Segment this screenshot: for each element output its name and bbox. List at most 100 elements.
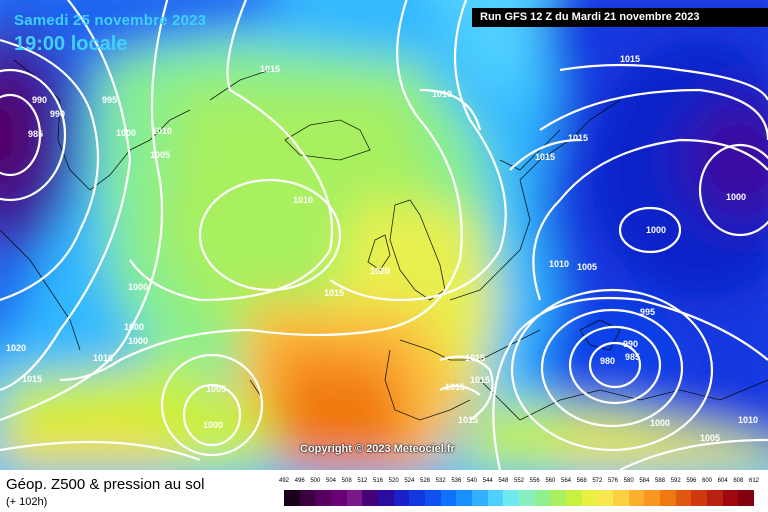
- isobar-label: 1005: [150, 150, 170, 160]
- isobar-label: 1010: [549, 259, 569, 269]
- legend-swatch: [707, 490, 723, 506]
- legend-swatch: [691, 490, 708, 506]
- legend-tick: 504: [325, 478, 337, 484]
- isobar-label: 990: [623, 339, 638, 349]
- legend-tick: 612: [748, 478, 760, 484]
- legend-tick: 572: [592, 478, 603, 484]
- isobar-label: 1015: [470, 375, 490, 385]
- legend-swatch: [597, 490, 614, 506]
- isobar-label: 985: [28, 129, 43, 139]
- legend-swatch: [472, 490, 488, 506]
- legend-swatch: [722, 490, 739, 506]
- legend-swatch: [566, 490, 582, 506]
- legend-tick: 560: [545, 478, 556, 484]
- isobar-label: 1000: [203, 420, 223, 430]
- isobars: [0, 0, 768, 470]
- legend-swatch: [393, 490, 410, 506]
- legend-swatch: [440, 490, 457, 506]
- legend-swatch: [299, 490, 316, 506]
- legend-tick: 588: [654, 478, 666, 484]
- legend-swatch: [284, 490, 300, 506]
- isobar-label: 995: [102, 95, 117, 105]
- legend-swatch: [613, 490, 629, 506]
- legend-swatch: [409, 490, 426, 506]
- isobar-label: 1015: [620, 54, 640, 64]
- isobar-label: 1015: [568, 133, 588, 143]
- isobar-label: 1000: [116, 128, 136, 138]
- legend-tick-labels: 492 496 500 504 508 512 516 520 524 528 532 536 540 5…: [278, 478, 760, 488]
- legend-tick: 552: [513, 478, 525, 484]
- legend-swatch: [550, 490, 567, 506]
- isobar-label: 985: [625, 352, 640, 362]
- isobar-label: 1000: [726, 192, 746, 202]
- legend-tick: 600: [701, 478, 713, 484]
- legend-tick: 536: [451, 478, 462, 484]
- legend-tick: 604: [717, 478, 728, 484]
- legend-swatch: [675, 490, 692, 506]
- isobar-label: 1015: [535, 152, 555, 162]
- z500-color-field: [0, 0, 768, 470]
- legend-swatch: [503, 490, 520, 506]
- isobar-label: 1010: [93, 353, 113, 363]
- copyright-notice: Copyright © 2023 Meteociel.fr: [300, 443, 455, 455]
- isobar-label: 1005: [206, 384, 226, 394]
- isobar-label: 1005: [577, 262, 597, 272]
- isobar-label: 1010: [152, 126, 172, 136]
- legend-swatch: [660, 490, 676, 506]
- legend-tick: 568: [576, 478, 587, 484]
- isobar-label: 1000: [646, 225, 666, 235]
- legend-tick: 592: [670, 478, 681, 484]
- legend-tick: 496: [294, 478, 305, 484]
- legend-tick: 540: [466, 478, 478, 484]
- legend-swatch: [346, 490, 363, 506]
- isobar-label: 1000: [128, 336, 148, 346]
- legend-swatch: [628, 490, 645, 506]
- valid-date: Samedi 25 novembre 2023: [14, 12, 207, 29]
- legend-swatch: [456, 490, 473, 506]
- legend-swatch: [331, 490, 347, 506]
- legend-tick: 584: [639, 478, 650, 484]
- legend-tick: 520: [388, 478, 399, 484]
- isobar-label: 1000: [128, 282, 148, 292]
- isobar-label: 1015: [324, 288, 344, 298]
- product-title: Géop. Z500 & pression au sol: [6, 476, 205, 493]
- isobar-labels: 990 985 990 995 1000 1010 1005 1015 1010 1010 1015…: [6, 54, 758, 443]
- legend-tick: 608: [733, 478, 744, 484]
- isobar-label: 1015: [465, 353, 485, 363]
- run-info-banner: Run GFS 12 Z du Mardi 21 novembre 2023: [472, 8, 768, 27]
- color-legend: [284, 490, 755, 506]
- lead-time: (+ 102h): [6, 496, 48, 508]
- legend-tick: 556: [529, 478, 540, 484]
- isobar-label: 995: [640, 307, 655, 317]
- legend-swatch: [487, 490, 504, 506]
- legend-swatch: [362, 490, 379, 506]
- isobar-label: 1010: [738, 415, 758, 425]
- legend-swatch: [519, 490, 535, 506]
- isobar-label: 1010: [432, 89, 452, 99]
- legend-swatch: [644, 490, 661, 506]
- isobar-label: 1015: [22, 374, 42, 384]
- legend-tick: 508: [341, 478, 352, 484]
- legend-swatch: [738, 490, 755, 506]
- legend-tick: 564: [560, 478, 572, 484]
- legend-tick: 512: [357, 478, 368, 484]
- legend-tick: 500: [310, 478, 321, 484]
- isobar-label: 1020: [370, 266, 390, 276]
- geopotential-map: 990 985 990 995 1000 1010 1005 1015 1010 1010 1015…: [0, 0, 768, 470]
- isobar-label: 1015: [445, 382, 465, 392]
- isobar-label: 1015: [458, 415, 478, 425]
- isobar-label: 990: [50, 109, 65, 119]
- legend-tick: 516: [372, 478, 384, 484]
- isobar-label: 1000: [650, 418, 670, 428]
- legend-tick: 548: [498, 478, 509, 484]
- legend-tick: 580: [623, 478, 634, 484]
- valid-time: 19:00 locale: [14, 33, 128, 55]
- isobar-label: 990: [32, 95, 47, 105]
- legend-swatch: [378, 490, 394, 506]
- isobar-label: 1020: [6, 343, 26, 353]
- footer-panel: Géop. Z500 & pression au sol (+ 102h) 49…: [0, 470, 768, 512]
- legend-tick: 544: [482, 478, 493, 484]
- legend-tick: 532: [435, 478, 446, 484]
- isobar-label: 980: [600, 356, 615, 366]
- legend-tick: 492: [278, 478, 290, 484]
